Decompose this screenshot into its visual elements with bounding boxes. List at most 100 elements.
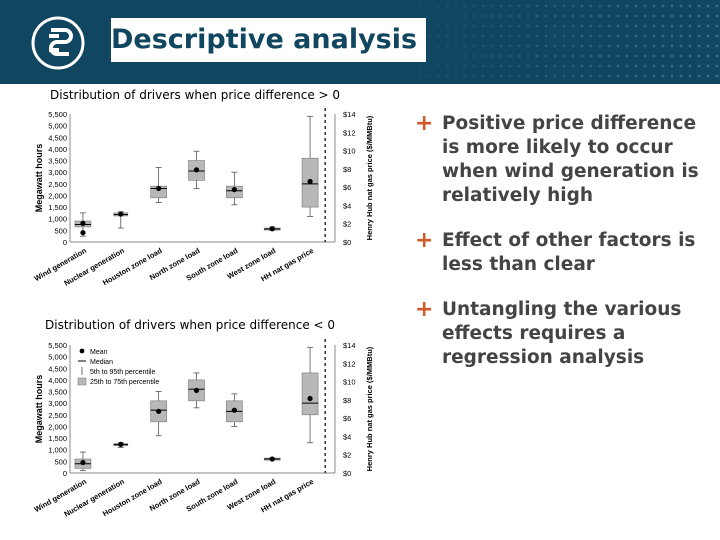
decor-dot (598, 54, 602, 58)
decor-dot (517, 74, 521, 78)
decor-dot (374, 75, 377, 78)
decor-dot (535, 74, 539, 78)
decor-dot (490, 44, 494, 48)
legend-label: Mean (90, 349, 108, 356)
decor-dot (571, 14, 575, 18)
decor-dot (562, 74, 566, 78)
decor-dot (391, 14, 395, 18)
decor-dot (679, 14, 683, 18)
decor-dot (688, 74, 692, 78)
decor-dot (553, 54, 557, 58)
decor-dot (463, 34, 467, 38)
bullet-list: + Positive price difference is more like… (415, 112, 715, 391)
decor-dot (490, 24, 494, 28)
decor-dot (508, 64, 512, 68)
y-tick-label: 5,000 (48, 353, 67, 362)
decor-dot (697, 14, 701, 18)
decor-dot (436, 14, 440, 18)
y-tick-label: 5,500 (48, 341, 67, 350)
decor-dot (589, 74, 593, 78)
legend-box-marker (77, 377, 87, 386)
mean-point (156, 185, 162, 192)
decor-dot (706, 44, 710, 48)
decor-dot (670, 24, 674, 28)
company-logo-icon (31, 16, 85, 70)
mean-point (80, 459, 86, 466)
decor-dot (436, 4, 440, 8)
decor-dot (535, 44, 539, 48)
decor-dot (400, 14, 404, 18)
decor-dot (481, 34, 485, 38)
decor-dot (616, 44, 620, 48)
decor-dot (670, 34, 674, 38)
decor-dot (706, 14, 710, 18)
decor-dot (463, 64, 467, 68)
y2-tick-label: $14 (343, 341, 356, 350)
decor-dot (562, 44, 566, 48)
decor-dot (526, 14, 530, 18)
decor-dot (661, 4, 665, 8)
decor-dot (625, 74, 629, 78)
decor-dot (436, 54, 440, 58)
decor-dot (715, 4, 719, 8)
y-tick-label: 4,500 (48, 133, 67, 142)
decor-dot (571, 24, 575, 28)
decor-dot (526, 74, 530, 78)
decor-dot (634, 14, 638, 18)
mean-point (80, 230, 86, 236)
decor-dot (652, 44, 656, 48)
decor-dot (463, 24, 467, 28)
decor-dot (499, 54, 503, 58)
decor-dot (580, 34, 584, 38)
decor-dot (697, 24, 701, 28)
decor-dot (499, 74, 503, 78)
decor-dot (598, 74, 602, 78)
decor-dot (454, 54, 458, 58)
decor-dot (517, 14, 521, 18)
decor-dot (508, 74, 512, 78)
decor-dot (562, 54, 566, 58)
decor-dot (499, 34, 503, 38)
decor-dot (499, 64, 503, 68)
y2-tick-label: $6 (343, 183, 351, 192)
decor-dot (634, 44, 638, 48)
decor-dot (715, 64, 719, 68)
decor-dot (427, 64, 431, 68)
decor-dot (409, 64, 413, 68)
decor-dot (436, 44, 440, 48)
decor-dot (598, 34, 602, 38)
plus-bullet-icon: + (415, 111, 434, 136)
decor-dot (463, 14, 467, 18)
decor-dot (472, 14, 476, 18)
decor-dot (544, 24, 548, 28)
y2-tick-label: $0 (343, 238, 351, 247)
decor-dot (445, 74, 449, 78)
decor-dot (634, 34, 638, 38)
decor-dot (427, 74, 431, 78)
y-tick-label: 1,000 (48, 446, 67, 455)
decor-dot (490, 34, 494, 38)
chart1-box-plot: Megawatt hours Henry Hub nat gas price ($… (30, 102, 385, 306)
decor-dot (697, 54, 701, 58)
decor-dot (400, 4, 404, 8)
plus-bullet-icon: + (415, 297, 434, 322)
y2-tick-label: $2 (343, 220, 351, 229)
decor-dot (643, 54, 647, 58)
decor-dot (589, 44, 593, 48)
decor-dot (688, 4, 692, 8)
decor-dot (499, 14, 503, 18)
decor-dot (616, 24, 620, 28)
decor-dot (391, 64, 395, 68)
mean-point (307, 178, 313, 185)
decor-dot (580, 54, 584, 58)
decor-dot (436, 74, 440, 78)
decor-dot (445, 44, 449, 48)
y-tick-label: 5,500 (48, 110, 67, 119)
decor-dot (634, 24, 638, 28)
decor-dot (688, 54, 692, 58)
decor-dot (508, 14, 512, 18)
decor-dot (661, 54, 665, 58)
decor-dot (607, 24, 611, 28)
decor-dot (472, 74, 476, 78)
decor-dot (715, 24, 719, 28)
